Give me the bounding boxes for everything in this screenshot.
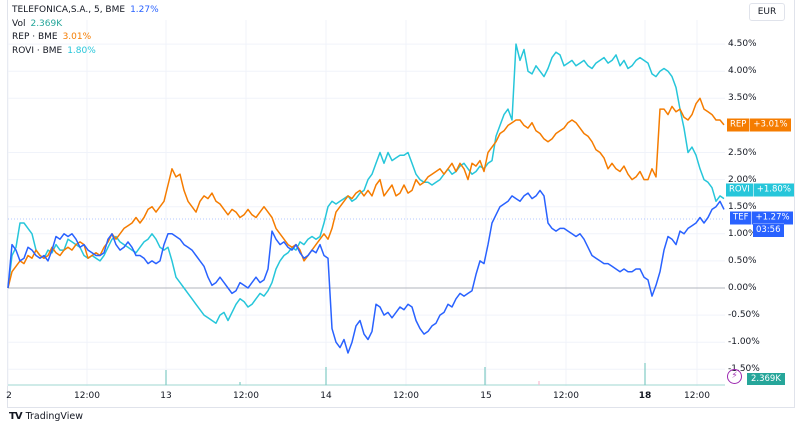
tradingview-logo-icon: T𝗩 bbox=[9, 411, 23, 422]
tradingview-branding[interactable]: T𝗩 TradingView bbox=[9, 411, 83, 422]
legend-main-series[interactable]: TELEFONICA,S.A., 5, BME 1.27% bbox=[12, 5, 159, 15]
rep-series-line[interactable] bbox=[7, 97, 725, 289]
y-tick-label: 0.00% bbox=[728, 283, 757, 293]
y-tick-label: 0.50% bbox=[728, 255, 757, 266]
x-tick-label: 12:00 bbox=[74, 391, 100, 401]
y-tick-label: -1.00% bbox=[728, 337, 760, 348]
y-tick-label: 3.50% bbox=[728, 93, 757, 104]
y-tick-label: 2.50% bbox=[728, 147, 757, 158]
currency-button[interactable]: EUR bbox=[749, 3, 785, 21]
lightning-icon[interactable]: ⚡ bbox=[727, 369, 742, 384]
x-tick-label: 2 bbox=[6, 391, 12, 401]
y-tick-label: 2.00% bbox=[728, 174, 757, 185]
rovi-series-line[interactable] bbox=[7, 43, 725, 324]
rep-price-tag: REP +3.01% bbox=[727, 118, 791, 132]
legend-rep[interactable]: REP · BME 3.01% bbox=[12, 32, 92, 42]
grid-lines bbox=[7, 20, 725, 386]
volume-bars bbox=[8, 363, 725, 386]
x-tick-label: 12:00 bbox=[393, 391, 419, 401]
y-tick-label: -0.50% bbox=[728, 310, 760, 321]
tef-countdown: 03:56 bbox=[753, 223, 784, 237]
chart-legend: TELEFONICA,S.A., 5, BME 1.27% Vol 2.369K R… bbox=[12, 4, 159, 58]
legend-volume[interactable]: Vol 2.369K bbox=[12, 18, 63, 29]
tef-series-line[interactable] bbox=[7, 189, 725, 354]
y-tick-label: 4.00% bbox=[728, 66, 757, 77]
rovi-price-tag: ROVI +1.80% bbox=[726, 183, 794, 197]
legend-rovi[interactable]: ROVI · BME 1.80% bbox=[12, 45, 96, 56]
x-tick-label: 12:00 bbox=[553, 391, 579, 401]
tef-price-tag: TEF +1.27% bbox=[730, 211, 793, 225]
y-tick-label: 1.50% bbox=[728, 201, 757, 212]
y-tick-label: 4.50% bbox=[728, 39, 757, 50]
volume-price-tag: 2.369K bbox=[747, 373, 785, 385]
y-tick-label: 1.00% bbox=[728, 228, 757, 239]
x-tick-label: 12:00 bbox=[233, 391, 259, 401]
series-lines bbox=[7, 43, 725, 354]
x-tick-label: 18 bbox=[638, 391, 652, 401]
x-tick-label: 15 bbox=[480, 391, 492, 401]
y-tick-label: -1.50% bbox=[728, 364, 760, 375]
x-tick-label: 12:00 bbox=[684, 391, 710, 401]
x-tick-label: 13 bbox=[160, 391, 172, 401]
x-tick-label: 14 bbox=[320, 391, 332, 401]
